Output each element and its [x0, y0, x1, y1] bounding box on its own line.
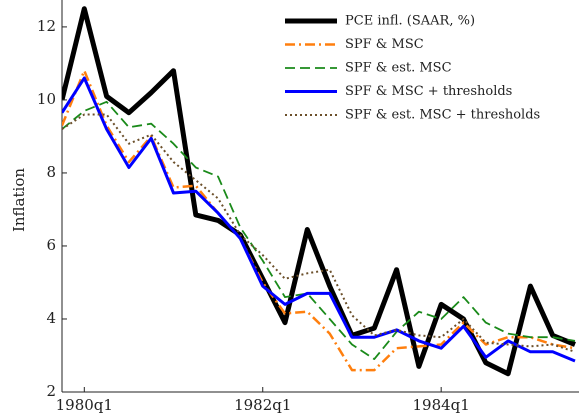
- series-line: [62, 100, 576, 360]
- y-tick-label: 8: [46, 163, 56, 181]
- legend-label: SPF & est. MSC + thresholds: [345, 108, 540, 123]
- y-tick-label: 12: [37, 17, 56, 35]
- x-tick-label: 1980q1: [56, 396, 113, 414]
- x-tick-label: 1984q1: [413, 396, 470, 414]
- y-tick-label: 4: [46, 309, 56, 327]
- y-tick-label: 6: [46, 236, 56, 254]
- legend-label: SPF & est. MSC: [345, 61, 452, 76]
- plot-area: [62, 6, 576, 377]
- y-tick-label: 10: [37, 90, 56, 108]
- y-axis-label: Inflation: [10, 168, 28, 232]
- legend-label: SPF & MSC + thresholds: [345, 84, 512, 99]
- series-line: [62, 69, 576, 372]
- x-tick-label: 1982q1: [234, 396, 291, 414]
- legend-label: PCE infl. (SAAR, %): [345, 14, 475, 29]
- series-line: [62, 76, 576, 363]
- series-line: [62, 6, 576, 377]
- legend-label: SPF & MSC: [345, 37, 424, 52]
- y-tick-label: 2: [46, 382, 56, 400]
- series-line: [62, 113, 576, 353]
